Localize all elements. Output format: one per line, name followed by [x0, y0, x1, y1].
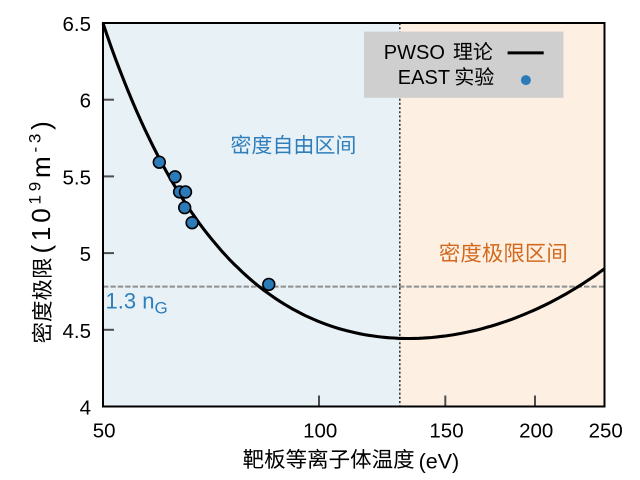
svg-text:4: 4 [80, 397, 91, 420]
svg-text:250: 250 [589, 419, 623, 442]
svg-text:6: 6 [80, 90, 91, 113]
svg-text:6.5: 6.5 [63, 13, 92, 36]
svg-text:100: 100 [303, 419, 337, 442]
svg-text:EAST: EAST [398, 67, 450, 89]
svg-text:PWSO: PWSO [384, 42, 445, 64]
svg-text:150: 150 [429, 419, 463, 442]
svg-text:5.5: 5.5 [63, 166, 92, 189]
svg-text:5: 5 [80, 243, 91, 266]
svg-text:4.5: 4.5 [63, 320, 92, 343]
svg-text:200: 200 [519, 419, 553, 442]
svg-text:(eV): (eV) [419, 450, 460, 474]
svg-text:50: 50 [93, 419, 116, 442]
